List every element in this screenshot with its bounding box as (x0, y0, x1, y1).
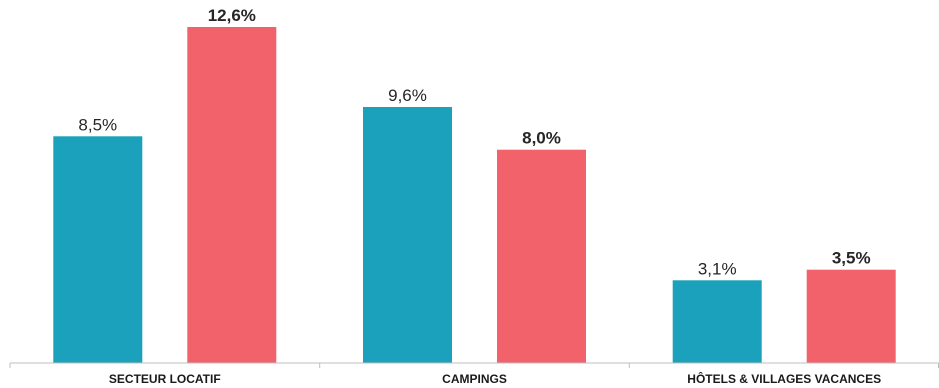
category-label-1: SECTEUR LOCATIF (109, 372, 221, 386)
category-labels-group: SECTEUR LOCATIF CAMPINGS HÔTELS & VILLAGES… (109, 371, 881, 386)
value-label-series-1-3: 3,1% (698, 259, 737, 278)
category-label-3: HÔTELS & VILLAGES VACANCES (687, 371, 881, 386)
bar-series-1-3 (672, 280, 762, 363)
bar-series-2-1 (187, 27, 277, 363)
bar-series-2-2 (497, 149, 586, 363)
value-label-series-1-1: 8,5% (78, 115, 117, 134)
x-axis-ticks (9, 363, 939, 368)
value-label-series-2-2: 8,0% (522, 129, 561, 148)
bars-group (53, 27, 896, 363)
category-label-2: CAMPINGS (442, 372, 507, 386)
bar-series-1-1 (53, 136, 143, 363)
value-label-series-1-2: 9,6% (388, 86, 427, 105)
value-label-series-2-3: 3,5% (832, 249, 871, 268)
value-label-series-2-1: 12,6% (208, 6, 256, 25)
bar-series-2-3 (806, 269, 896, 363)
value-labels-group: 8,5% 12,6% 9,6% 8,0% 3,1% 3,5% (78, 6, 870, 278)
bar-series-1-2 (363, 107, 452, 363)
